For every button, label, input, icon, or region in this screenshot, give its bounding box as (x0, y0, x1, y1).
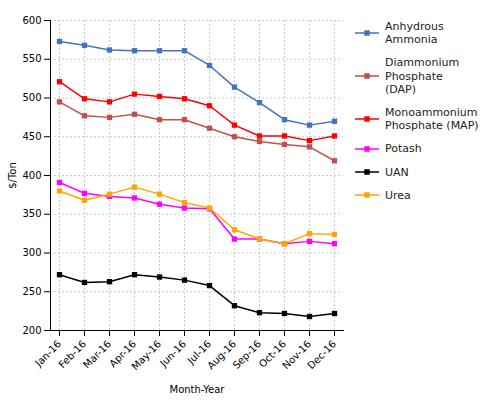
svg-text:200: 200 (22, 325, 41, 336)
svg-text:350: 350 (22, 208, 41, 219)
svg-text:Sep-16: Sep-16 (231, 338, 264, 371)
svg-text:Aug-16: Aug-16 (205, 338, 239, 372)
svg-text:450: 450 (22, 131, 41, 142)
html-text:Monoammonium Phosphate (MAP): Monoammonium Phosphate (MAP) (385, 105, 479, 133)
svg-text:Feb-16: Feb-16 (56, 338, 89, 371)
svg-text:Apr-16: Apr-16 (107, 338, 139, 370)
svg-text:300: 300 (22, 247, 41, 258)
svg-text:Jul-16: Jul-16 (185, 338, 214, 367)
html-text:Diammonium Phosphate (DAP): Diammonium Phosphate (DAP) (385, 56, 460, 96)
svg-text:Dec-16: Dec-16 (305, 338, 338, 371)
svg-text:Nov-16: Nov-16 (280, 338, 314, 372)
svg-text:250: 250 (22, 286, 41, 297)
svg-text:Jan-16: Jan-16 (32, 338, 64, 369)
svg-text:Oct-16: Oct-16 (256, 338, 289, 370)
svg-text:$/Ton: $/Ton (7, 162, 18, 189)
svg-text:500: 500 (22, 92, 41, 103)
svg-text:Month-Year: Month-Year (170, 384, 226, 395)
svg-text:400: 400 (22, 170, 41, 181)
html-text:Potash: Potash (385, 142, 422, 156)
svg-text:550: 550 (22, 53, 41, 64)
html-text:Anhydrous Ammonia: Anhydrous Ammonia (385, 20, 444, 47)
svg-text:May-16: May-16 (129, 338, 163, 372)
svg-text:Jun-16: Jun-16 (157, 338, 188, 369)
html-text:Urea: Urea (385, 188, 411, 202)
html-text:UAN: UAN (385, 165, 409, 179)
svg-text:Mar-16: Mar-16 (81, 338, 113, 370)
svg-text:600: 600 (22, 15, 41, 26)
